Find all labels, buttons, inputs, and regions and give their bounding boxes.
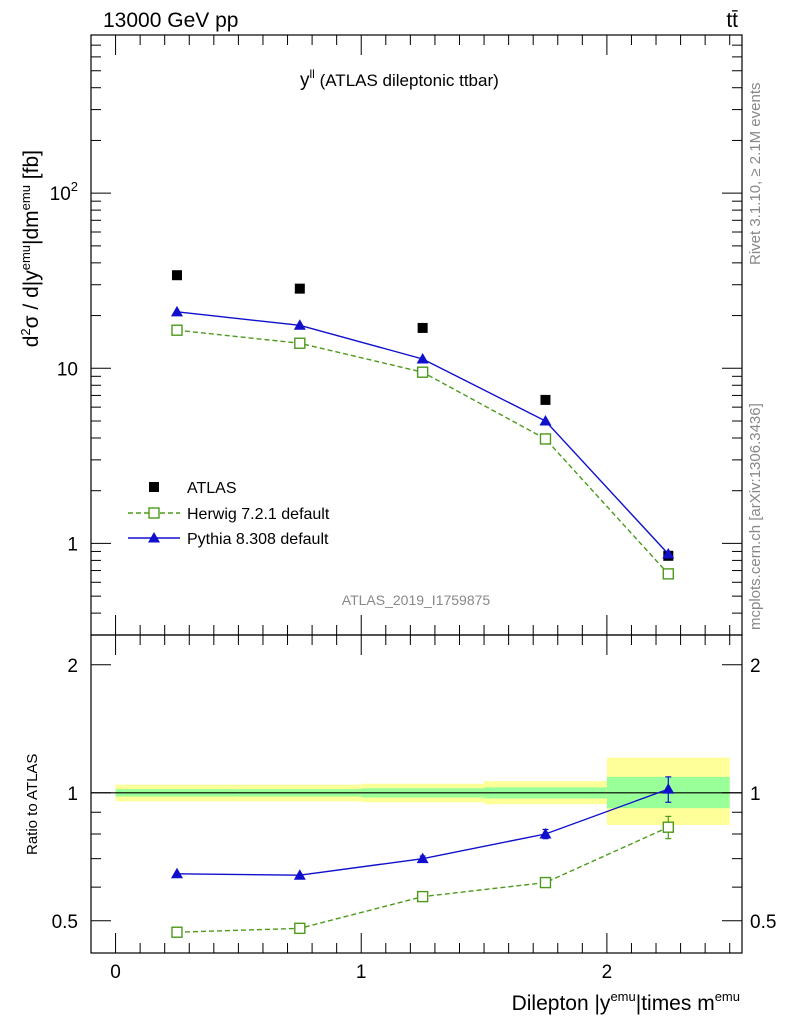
main-panel: 1 10 102 yll (ATLAS dileptonic ttbar) d2σ … xyxy=(18,34,743,636)
ratio-data-point xyxy=(662,783,675,794)
header-process-label: tt̄ xyxy=(726,9,738,32)
legend-marker xyxy=(149,482,159,492)
legend: ATLAS Herwig 7.2.1 default Pythia 8.308 de… xyxy=(128,480,330,548)
x-tick-label: 1 xyxy=(356,962,367,983)
rivet-version-label: Rivet 3.1.10, ≥ 2.1M events xyxy=(747,83,764,266)
ratio-frame xyxy=(90,634,743,954)
ratio-data-point xyxy=(416,852,429,864)
ratio-plot-area xyxy=(170,776,675,938)
legend-marker xyxy=(148,507,160,519)
ratio-data-point xyxy=(293,869,306,880)
main-plot-area xyxy=(170,270,675,580)
ratio-data-point xyxy=(170,867,183,879)
data-point xyxy=(293,319,306,330)
data-point xyxy=(294,337,306,349)
data-point xyxy=(539,415,552,426)
ratio-data-point xyxy=(662,821,675,833)
main-axis-ticks: 1 10 102 xyxy=(50,34,742,636)
data-point xyxy=(417,322,428,333)
ratio-data-point xyxy=(294,922,306,935)
ratio-y-tick-label-right: 2 xyxy=(750,656,761,677)
ratio-y-axis-label: Ratio to ATLAS xyxy=(24,754,41,855)
data-point xyxy=(171,324,183,336)
x-axis-label: Dilepton |yemu|times memu xyxy=(512,989,740,1015)
main-y-tick-label: 1 xyxy=(67,534,78,555)
main-y-axis-label: d2σ / d|yemu|dmemu [fb] xyxy=(18,150,43,347)
legend-label: Pythia 8.308 default xyxy=(187,531,329,548)
ratio-y-tick-label-left: 1 xyxy=(67,784,78,805)
ratio-axis-ticks: 0.5 0.5 1 1 2 2 0 1 2 xyxy=(52,635,776,983)
data-point xyxy=(170,305,183,317)
ratio-panel: 0.5 0.5 1 1 2 2 0 1 2 Ratio to ATLAS Dilepton |y… xyxy=(24,634,776,1015)
ratio-data-point xyxy=(416,890,429,903)
ratio-uncertainty-bands xyxy=(91,757,742,825)
ratio-y-tick-label-left: 2 xyxy=(67,656,78,677)
data-point xyxy=(540,394,551,405)
ratio-data-point xyxy=(171,926,183,938)
data-point xyxy=(294,283,305,294)
ratio-series-line xyxy=(176,826,669,933)
x-tick-label: 2 xyxy=(602,962,613,983)
ratio-y-tick-label-right: 1 xyxy=(750,784,761,805)
legend-label: Herwig 7.2.1 default xyxy=(187,506,330,523)
chart-title: yll (ATLAS dileptonic ttbar) xyxy=(300,67,499,91)
main-y-tick-label: 10 xyxy=(57,359,78,380)
header-energy-label: 13000 GeV pp xyxy=(103,9,238,32)
legend-label: ATLAS xyxy=(187,480,237,497)
data-point xyxy=(539,433,552,445)
mcplots-credit-label: mcplots.cern.ch [arXiv:1306.3436] xyxy=(747,403,764,630)
data-point xyxy=(416,352,429,364)
legend-marker xyxy=(148,532,160,543)
data-point xyxy=(662,548,675,559)
data-point xyxy=(171,270,182,281)
ratio-data-point xyxy=(539,876,552,889)
x-tick-label: 0 xyxy=(110,962,121,983)
analysis-watermark: ATLAS_2019_I1759875 xyxy=(342,592,491,608)
ratio-y-tick-label-right: 0.5 xyxy=(750,912,776,933)
main-y-tick-label: 102 xyxy=(50,179,78,205)
ratio-data-point xyxy=(539,828,552,839)
data-point xyxy=(662,568,675,580)
data-point xyxy=(416,366,429,378)
ratio-y-tick-label-left: 0.5 xyxy=(52,912,78,933)
